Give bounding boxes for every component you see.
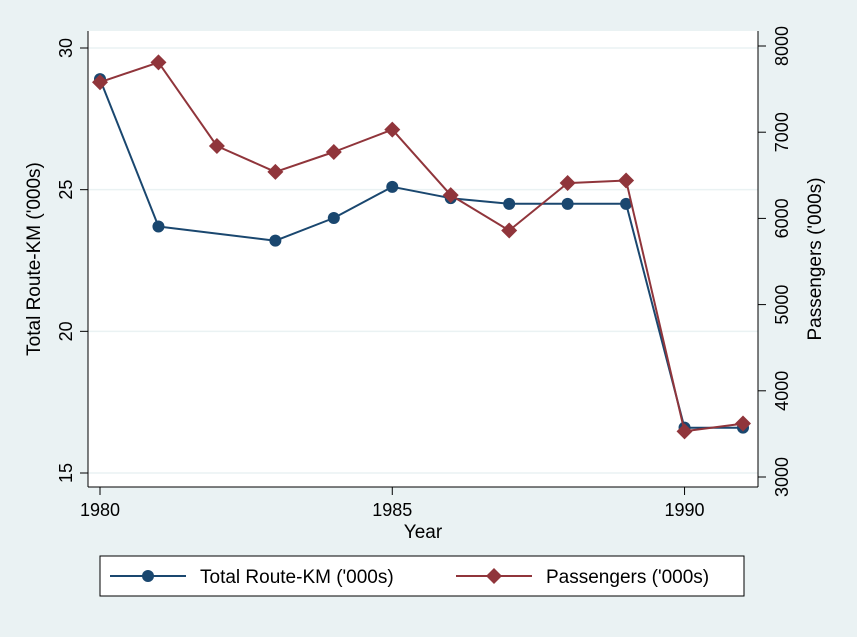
legend: Total Route-KM ('000s) Passengers ('000s… [99,555,745,597]
y2-tick-label: 7000 [772,112,792,152]
y-tick-label: 20 [56,321,76,341]
y-tick-label: 25 [56,180,76,200]
data-point-passengers [384,121,401,138]
x-tick-label: 1980 [80,500,120,520]
data-point-passengers [735,415,751,432]
data-point-route-km [503,197,516,210]
y2-tick-label: 4000 [772,371,792,411]
legend-label-passengers: Passengers ('000s) [546,567,709,588]
data-point-route-km [327,212,340,224]
data-point-passengers [676,423,693,440]
legend-label-route-km: Total Route-KM ('000s) [200,567,394,588]
y-tick-label: 15 [56,463,76,483]
grid [88,47,758,474]
data-point-passengers [501,222,518,239]
x-axis-title: Year [404,522,443,543]
data-point-route-km [620,197,633,210]
x-tick-label: 1985 [372,500,412,520]
right-axis-title: Passengers ('000s) [805,177,826,340]
legend-marker-passengers [486,568,502,584]
data-point-route-km [152,220,165,233]
series-line-passengers [99,61,744,433]
y2-tick-label: 5000 [772,285,792,325]
data-point-passengers [267,163,284,180]
data-point-passengers [92,74,108,91]
y2-tick-label: 6000 [772,198,792,238]
left-axis-title: Total Route-KM ('000s) [24,162,45,356]
data-point-passengers [618,172,635,189]
data-point-passengers [559,175,576,192]
plot-area [88,31,758,487]
x-tick-label: 1990 [665,500,705,520]
y2-tick-label: 3000 [772,457,792,497]
data-point-passengers [442,187,459,204]
legend-marker-route-km [142,570,154,582]
y2-tick-label: 8000 [772,26,792,66]
y-tick-label: 30 [56,38,76,58]
data-point-route-km [269,234,282,247]
axis-ticks: 15 20 25 30 3000 4000 5000 6000 7000 8000 1980 1985… [56,26,792,520]
data-point-route-km [561,197,574,210]
legend-box [99,555,745,597]
data-point-passengers [208,137,225,154]
series [92,54,751,440]
data-point-route-km [386,180,399,193]
data-point-passengers [325,144,342,161]
data-point-passengers [150,54,167,71]
